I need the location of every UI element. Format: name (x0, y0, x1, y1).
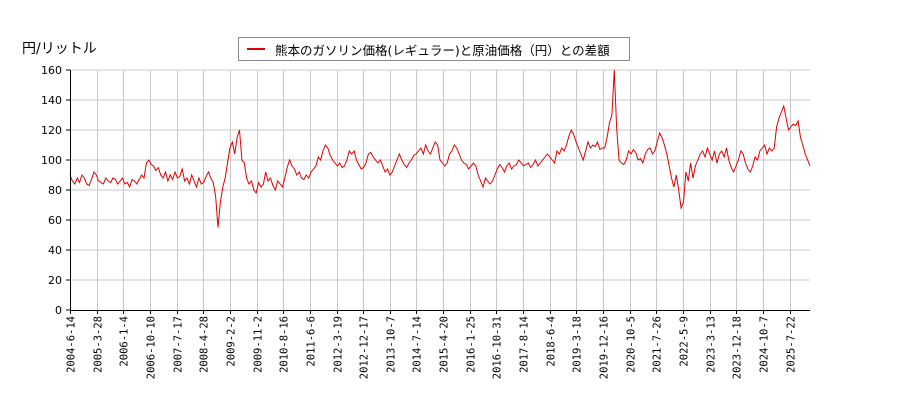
y-tick-label: 160 (41, 64, 62, 77)
axes (70, 70, 810, 311)
y-tick-label: 80 (48, 184, 62, 197)
x-tick-label: 2019-3-18 (572, 316, 584, 373)
chart-legend: 熊本のガソリン価格(レギュラー)と原油価格（円）との差額 (238, 37, 630, 61)
x-tick-label: 2021-7-26 (652, 316, 664, 373)
y-tick-label: 100 (41, 154, 62, 167)
y-tick-label: 0 (55, 304, 62, 317)
x-tick-label: 2008-4-28 (199, 316, 211, 373)
grid-lines (70, 69, 810, 310)
x-tick-label: 2016-1-25 (466, 316, 478, 373)
legend-line-swatch (247, 48, 265, 50)
x-tick-label: 2006-1-4 (119, 316, 131, 367)
legend-label: 熊本のガソリン価格(レギュラー)と原油価格（円）との差額 (275, 42, 610, 58)
x-tick-label: 2010-8-16 (279, 316, 291, 373)
x-tick-label: 2024-10-7 (759, 316, 771, 373)
x-tick-label: 2009-2-2 (226, 316, 238, 367)
x-tick-label: 2017-8-14 (519, 316, 531, 373)
x-tick-label: 2005-3-28 (93, 316, 105, 373)
x-tick-label: 2004-6-14 (66, 316, 78, 373)
x-tick-label: 2012-12-17 (359, 316, 371, 379)
x-axis-ticks: 2004-6-14 2005-3-28 2006-1-4 2006-10-10 2007… (66, 310, 798, 379)
x-tick-label: 2023-12-18 (732, 316, 744, 379)
y-tick-label: 20 (48, 274, 62, 287)
x-tick-label: 2011-6-6 (306, 316, 318, 367)
x-tick-label: 2013-10-7 (386, 316, 398, 373)
x-tick-label: 2019-12-16 (599, 316, 611, 379)
y-tick-label: 120 (41, 124, 62, 137)
y-tick-label: 60 (48, 214, 62, 227)
x-tick-label: 2020-10-5 (626, 316, 638, 373)
x-tick-label: 2007-7-17 (173, 316, 185, 373)
x-tick-label: 2018-6-4 (546, 316, 558, 367)
y-axis-ticks: 0 20 40 60 80 100 120 140 160 (41, 64, 70, 317)
x-tick-label: 2009-11-2 (253, 316, 265, 373)
x-tick-label: 2023-3-13 (706, 316, 718, 373)
y-axis-unit-label: 円/リットル (22, 41, 97, 57)
y-tick-label: 40 (48, 244, 62, 257)
x-tick-label: 2016-10-31 (492, 316, 504, 379)
x-tick-label: 2015-4-20 (439, 316, 451, 373)
x-tick-label: 2006-10-10 (146, 316, 158, 379)
x-tick-label: 2014-7-14 (412, 316, 424, 373)
y-tick-label: 140 (41, 94, 62, 107)
x-tick-label: 2025-7-22 (786, 316, 798, 373)
x-tick-label: 2022-5-9 (679, 316, 691, 367)
x-tick-label: 2012-3-19 (333, 316, 345, 373)
series-line (69, 69, 811, 228)
